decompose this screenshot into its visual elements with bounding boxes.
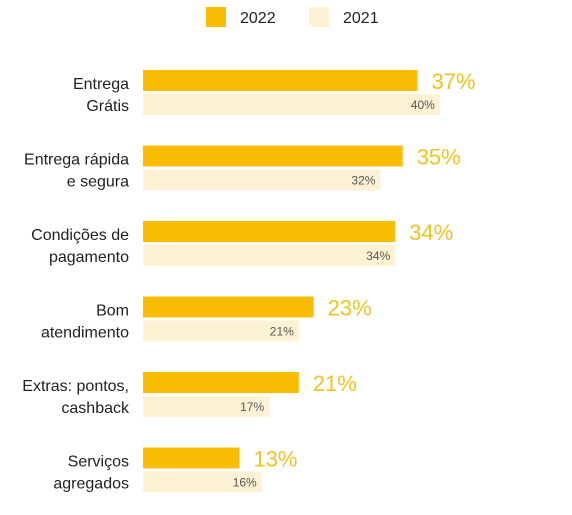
data-label-2022: 23%	[328, 296, 372, 321]
category-label: Entrega rápida	[24, 152, 129, 169]
category-label: Entrega	[73, 76, 129, 93]
bar-2022	[143, 221, 396, 242]
bar-2021	[143, 471, 262, 493]
data-label-2022: 34%	[409, 220, 453, 245]
bar-2022	[143, 447, 240, 469]
bar-2022	[143, 372, 299, 393]
bar-2022	[143, 145, 403, 167]
category-label: cashback	[61, 400, 130, 417]
data-label-2022: 37%	[432, 69, 476, 94]
legend-label-2021: 2021	[343, 10, 379, 27]
category-label: Grátis	[86, 98, 129, 115]
data-label-2021: 17%	[240, 400, 264, 414]
legend-swatch-2022	[206, 7, 226, 27]
bar-2022	[143, 70, 418, 91]
data-label-2021: 16%	[233, 476, 257, 490]
data-label-2021: 32%	[351, 174, 375, 188]
legend-label-2022: 2022	[240, 10, 276, 27]
data-label-2022: 35%	[417, 145, 461, 170]
bar-2021	[143, 94, 440, 115]
category-label: e segura	[67, 174, 129, 191]
bar-2021	[143, 320, 299, 342]
category-labels: Entrega Grátis Entrega rápida e segura Condi…	[22, 76, 130, 493]
data-label-2022: 21%	[313, 371, 357, 396]
category-label: atendimento	[41, 325, 129, 342]
bar-2021	[143, 396, 270, 417]
category-label: Extras: pontos,	[22, 378, 129, 395]
legend: 2022 2021	[206, 7, 379, 27]
data-label-2021: 34%	[366, 249, 390, 263]
data-label-2021: 40%	[411, 98, 435, 112]
category-label: Bom	[96, 303, 129, 320]
category-label: pagamento	[49, 249, 129, 266]
bar-2021	[143, 169, 381, 191]
data-label-2021: 21%	[270, 325, 294, 339]
bar-2021	[143, 245, 396, 266]
category-label: agregados	[53, 476, 129, 493]
bars: 37% 40% 35% 32% 34% 34% 23% 21% 21% 17% 13% 16%	[143, 69, 476, 493]
data-label-2022: 13%	[253, 447, 297, 472]
category-label: Condições de	[31, 227, 129, 244]
legend-swatch-2021	[309, 7, 329, 27]
bar-2022	[143, 296, 314, 318]
category-label: Serviços	[68, 454, 129, 471]
